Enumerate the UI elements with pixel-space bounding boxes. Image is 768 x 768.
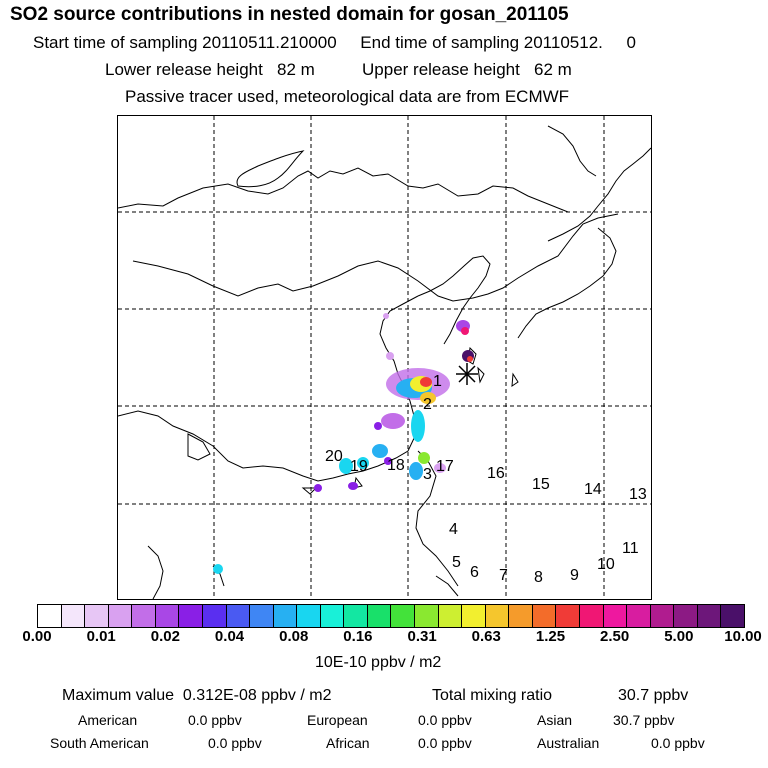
asian-value: 30.7 ppbv	[613, 712, 675, 728]
australian-value: 0.0 ppbv	[651, 735, 705, 751]
color-scale-tick-label: 0.31	[407, 628, 437, 645]
australian-label: Australian	[537, 735, 600, 751]
region-label-9: 9	[570, 567, 579, 584]
region-labels: 1 2 3 4 5 6 7 8 9 10 11 13 14 15 16 17 1…	[325, 373, 647, 586]
color-swatch	[462, 605, 486, 627]
european-value: 0.0 ppbv	[418, 712, 472, 728]
color-swatch	[179, 605, 203, 627]
color-swatch	[297, 605, 321, 627]
color-scale-tick-label: 0.63	[471, 628, 501, 645]
color-swatch	[556, 605, 580, 627]
region-label-18: 18	[387, 457, 405, 474]
region-label-10: 10	[597, 556, 615, 573]
american-label: American	[78, 712, 138, 728]
color-scale-tick-label: 1.25	[535, 628, 566, 645]
region-label-16: 16	[487, 465, 505, 482]
color-swatch	[391, 605, 415, 627]
region-label-7: 7	[499, 567, 508, 584]
color-swatch	[415, 605, 439, 627]
release-height-line: Lower release height 82 m Upper release …	[105, 60, 572, 79]
african-label: African	[326, 735, 370, 751]
african-value: 0.0 ppbv	[418, 735, 472, 751]
color-swatch	[108, 605, 133, 627]
maximum-value: Maximum value 0.312E-08 ppbv / m2	[62, 687, 332, 704]
color-swatch	[485, 605, 510, 627]
region-label-5: 5	[452, 554, 461, 571]
color-swatch	[132, 605, 156, 627]
color-scale-units: 10E-10 ppbv / m2	[315, 654, 442, 671]
color-swatch	[627, 605, 651, 627]
map-panel: 1 2 3 4 5 6 7 8 9 10 11 13 14 15 16 17 1…	[117, 115, 652, 600]
color-swatch	[61, 605, 86, 627]
color-swatch	[344, 605, 368, 627]
asian-label: Asian	[537, 712, 573, 728]
color-swatch	[650, 605, 675, 627]
color-scale-tick-label: 5.00	[664, 628, 694, 645]
south-american-value: 0.0 ppbv	[208, 735, 262, 751]
color-swatch	[226, 605, 251, 627]
color-swatch	[85, 605, 109, 627]
south-american-label: South American	[50, 735, 149, 751]
color-swatch	[532, 605, 557, 627]
color-swatch	[202, 605, 227, 627]
color-swatch	[367, 605, 392, 627]
color-scale-tick-label: 0.04	[214, 628, 245, 645]
region-label-8: 8	[534, 569, 543, 586]
region-label-13: 13	[629, 486, 647, 503]
color-swatch	[721, 605, 744, 627]
color-swatch	[438, 605, 463, 627]
total-mixing-ratio-value: 30.7 ppbv	[618, 687, 689, 704]
region-label-2: 2	[423, 396, 432, 413]
receptor-asterisk-icon	[456, 363, 478, 385]
color-swatch	[603, 605, 628, 627]
region-label-1: 1	[433, 373, 442, 390]
total-mixing-ratio-label: Total mixing ratio	[432, 687, 553, 704]
region-label-3: 3	[423, 466, 432, 483]
color-scale-bar	[37, 604, 745, 628]
region-label-6: 6	[470, 564, 479, 581]
color-swatch	[509, 605, 533, 627]
european-label: European	[307, 712, 368, 728]
color-scale-tick-label: 0.02	[150, 628, 180, 645]
map-grid	[118, 116, 651, 599]
concentration-field	[213, 313, 474, 574]
color-scale-tick-label: 2.50	[600, 628, 630, 645]
color-scale-tick-label: 0.00	[22, 628, 52, 645]
color-scale-tick-label: 0.08	[279, 628, 309, 645]
color-scale-tick-label: 0.01	[86, 628, 116, 645]
region-label-20: 20	[325, 448, 343, 465]
tracer-info-line: Passive tracer used, meteorological data…	[125, 87, 570, 106]
color-swatch	[674, 605, 698, 627]
color-swatch	[697, 605, 722, 627]
region-label-19: 19	[350, 458, 368, 475]
region-label-15: 15	[532, 476, 550, 493]
color-scale-tick-label: 0.16	[343, 628, 373, 645]
region-label-11: 11	[622, 540, 639, 557]
american-value: 0.0 ppbv	[188, 712, 242, 728]
color-scale-tick-label: 10.00	[724, 628, 762, 645]
color-swatch	[38, 605, 62, 627]
coastlines	[118, 125, 651, 599]
region-label-17: 17	[436, 458, 454, 475]
map-canvas: 1 2 3 4 5 6 7 8 9 10 11 13 14 15 16 17 1…	[118, 116, 651, 599]
page-title: SO2 source contributions in nested domai…	[10, 4, 569, 25]
region-label-4: 4	[449, 521, 458, 538]
color-swatch	[155, 605, 180, 627]
sampling-time-line: Start time of sampling 20110511.210000 E…	[33, 33, 636, 52]
color-swatch	[250, 605, 274, 627]
color-swatch	[579, 605, 604, 627]
color-swatch	[273, 605, 298, 627]
region-label-14: 14	[584, 481, 602, 498]
color-swatch	[320, 605, 345, 627]
